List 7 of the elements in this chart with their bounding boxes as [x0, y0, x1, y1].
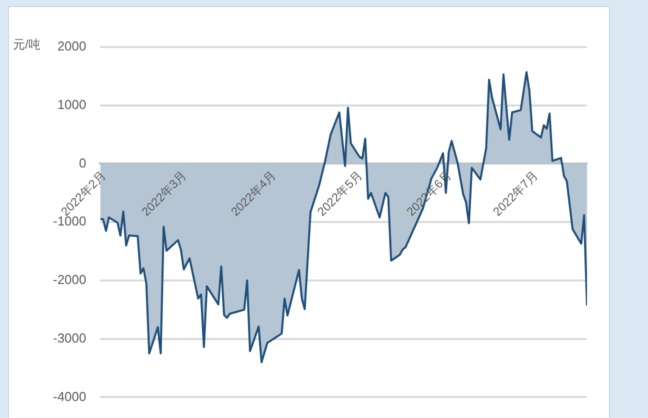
y-tick-label: -2000 — [53, 272, 86, 288]
y-tick-label: 1000 — [57, 96, 86, 112]
y-tick-label: -4000 — [53, 388, 86, 404]
y-axis-title: 元/吨 — [13, 37, 40, 52]
y-tick-label: 0 — [79, 155, 86, 170]
y-tick-label: -3000 — [53, 330, 86, 346]
y-tick-label: 2000 — [57, 38, 86, 54]
